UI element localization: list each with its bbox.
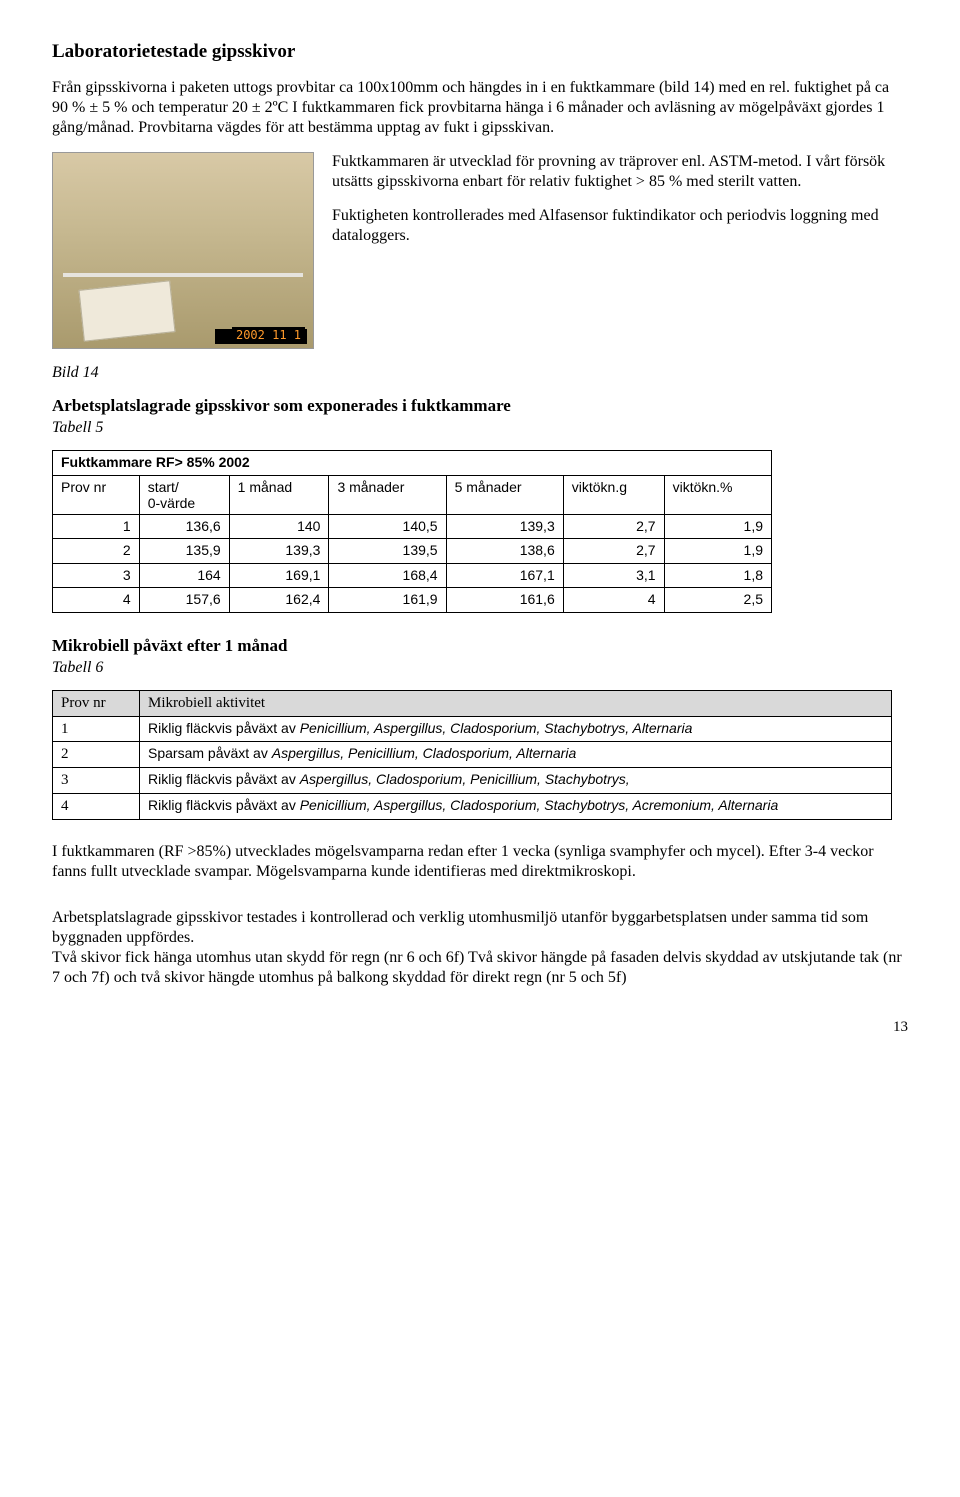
- table-row: 4157,6162,4161,9161,642,5: [53, 588, 772, 613]
- page-number: 13: [52, 1018, 908, 1037]
- table-cell: 3,1: [563, 563, 664, 588]
- table-cell: 161,9: [329, 588, 446, 613]
- paragraph-after-t6: I fuktkammaren (RF >85%) utvecklades mög…: [52, 842, 908, 882]
- table6-header-row: Prov nr Mikrobiell aktivitet: [53, 690, 892, 716]
- figure-caption-14: Bild 14: [52, 363, 908, 383]
- table-row: 2Sparsam påväxt av Aspergillus, Penicill…: [53, 742, 892, 768]
- t6-h1: Mikrobiell aktivitet: [140, 690, 892, 716]
- table-row: 2135,9139,3139,5138,62,71,9: [53, 539, 772, 564]
- last-paragraph: Arbetsplatslagrade gipsskivor testades i…: [52, 908, 908, 988]
- table-cell: 162,4: [229, 588, 329, 613]
- table-cell: 168,4: [329, 563, 446, 588]
- table-row: 3Riklig fläckvis påväxt av Aspergillus, …: [53, 768, 892, 794]
- table-row: 1136,6140140,5139,32,71,9: [53, 514, 772, 539]
- table-cell: 3: [53, 563, 140, 588]
- table-cell: 157,6: [139, 588, 229, 613]
- table-5: Fuktkammare RF> 85% 2002 Prov nr start/0…: [52, 450, 772, 613]
- t5-h6: viktökn.%: [664, 475, 771, 514]
- table-cell: 169,1: [229, 563, 329, 588]
- intro-paragraph: Från gipsskivorna i paketen uttogs provb…: [52, 78, 908, 138]
- photo-datestamp: 2002 11 1: [232, 327, 305, 344]
- table-cell: 1,9: [664, 539, 771, 564]
- page-title: Laboratorietestade gipsskivor: [52, 40, 908, 64]
- table-cell: 139,3: [229, 539, 329, 564]
- t5-h3: 3 månader: [329, 475, 446, 514]
- table-cell: 2,5: [664, 588, 771, 613]
- table-cell: 1,8: [664, 563, 771, 588]
- table-cell: 2: [53, 742, 140, 768]
- table-cell: 167,1: [446, 563, 563, 588]
- table-cell: 1: [53, 514, 140, 539]
- table-cell: 140,5: [329, 514, 446, 539]
- photo-side-text: Fuktkammaren är utvecklad för provning a…: [332, 152, 908, 349]
- t5-h0: Prov nr: [53, 475, 140, 514]
- t5-h2: 1 månad: [229, 475, 329, 514]
- table6-heading: Mikrobiell påväxt efter 1 månad: [52, 635, 908, 656]
- table-cell: 161,6: [446, 588, 563, 613]
- table-cell: 136,6: [139, 514, 229, 539]
- t5-h4: 5 månader: [446, 475, 563, 514]
- table-cell: 2,7: [563, 514, 664, 539]
- table-cell: 1,9: [664, 514, 771, 539]
- t5-h5: viktökn.g: [563, 475, 664, 514]
- table-cell: 139,5: [329, 539, 446, 564]
- table-cell: 4: [53, 588, 140, 613]
- table5-header-row: Prov nr start/0-värde 1 månad 3 månader …: [53, 475, 772, 514]
- table-cell: 164: [139, 563, 229, 588]
- table-cell: 3: [53, 768, 140, 794]
- table-cell: 2: [53, 539, 140, 564]
- table-cell: Riklig fläckvis påväxt av Penicillium, A…: [140, 793, 892, 819]
- table5-caption: Tabell 5: [52, 418, 908, 438]
- table6-caption: Tabell 6: [52, 658, 908, 678]
- table-cell: Riklig fläckvis påväxt av Aspergillus, C…: [140, 768, 892, 794]
- chamber-photo: 2002 11 1: [52, 152, 314, 349]
- table-6: Prov nr Mikrobiell aktivitet 1Riklig flä…: [52, 690, 892, 820]
- t6-h0: Prov nr: [53, 690, 140, 716]
- table-cell: 1: [53, 716, 140, 742]
- table-row: 1Riklig fläckvis påväxt av Penicillium, …: [53, 716, 892, 742]
- table-cell: 140: [229, 514, 329, 539]
- table-cell: 135,9: [139, 539, 229, 564]
- table-cell: 4: [53, 793, 140, 819]
- table5-heading: Arbetsplatslagrade gipsskivor som expone…: [52, 395, 908, 416]
- table-row: 3164169,1168,4167,13,11,8: [53, 563, 772, 588]
- t5-h1: start/0-värde: [139, 475, 229, 514]
- table-cell: Sparsam påväxt av Aspergillus, Penicilli…: [140, 742, 892, 768]
- table5-title: Fuktkammare RF> 85% 2002: [53, 451, 772, 476]
- table-cell: 4: [563, 588, 664, 613]
- table-cell: 139,3: [446, 514, 563, 539]
- side-paragraph-2: Fuktigheten kontrollerades med Alfasenso…: [332, 206, 908, 246]
- side-paragraph-1: Fuktkammaren är utvecklad för provning a…: [332, 152, 908, 192]
- table-cell: Riklig fläckvis påväxt av Penicillium, A…: [140, 716, 892, 742]
- table-row: 4Riklig fläckvis påväxt av Penicillium, …: [53, 793, 892, 819]
- table-cell: 2,7: [563, 539, 664, 564]
- table-cell: 138,6: [446, 539, 563, 564]
